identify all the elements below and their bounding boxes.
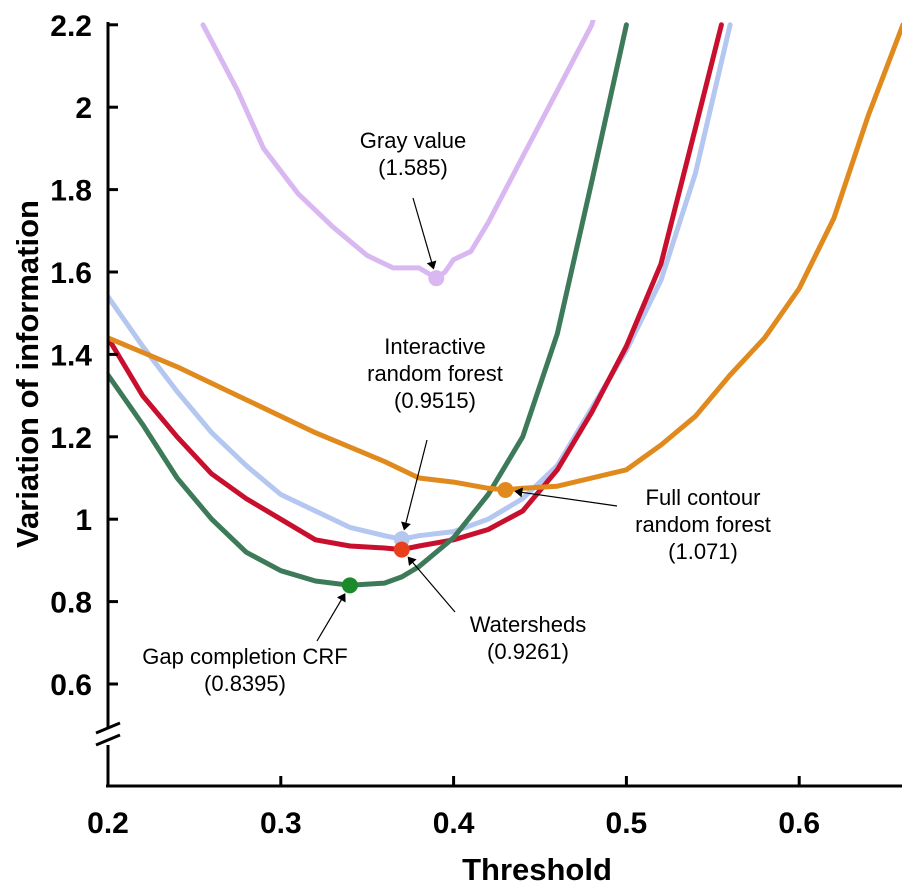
- annotation-text: (1.071): [668, 539, 738, 564]
- arrowhead-icon: [514, 487, 523, 498]
- minimum-marker-4: [341, 577, 358, 594]
- y-tick-label: 1: [75, 504, 92, 537]
- y-tick-label: 1.6: [50, 257, 92, 290]
- series-line-4: [109, 22, 629, 588]
- annotation-arrow-line: [316, 596, 344, 642]
- annotation-arrow-line: [410, 559, 456, 613]
- annotation-text: Full contour: [646, 485, 761, 510]
- annotation-text: Interactive: [384, 334, 486, 359]
- annotation-text: (0.9515): [394, 388, 476, 413]
- annotation-text: random forest: [635, 512, 771, 537]
- arrowhead-icon: [426, 260, 437, 270]
- ticks-layer: 0.2 0.3 0.4 0.5 0.6 0.6 0.8 1 1.2 1.4 1.6 1.8 2 2.2: [50, 10, 820, 840]
- arrowhead-icon: [336, 593, 346, 603]
- marker-layer: [341, 270, 514, 594]
- annotation-text: (0.9261): [487, 639, 569, 664]
- y-tick-label: 2.2: [50, 10, 92, 43]
- y-tick-label: 1.8: [50, 175, 92, 208]
- annotation-5: Gap completion CRF(0.8395): [142, 593, 348, 696]
- x-axis-title: Threshold: [462, 852, 612, 886]
- x-tick-label: 0.6: [778, 807, 820, 840]
- annotation-text: (0.8395): [204, 671, 286, 696]
- minimum-marker-5: [497, 481, 514, 498]
- arrowhead-icon: [401, 521, 411, 531]
- y-tick-label: 1.4: [50, 339, 92, 372]
- annotation-text: Gray value: [360, 128, 466, 153]
- annotation-arrow-line: [404, 439, 428, 526]
- minimum-marker-1: [428, 270, 445, 287]
- annotation-text: (1.585): [378, 155, 448, 180]
- x-tick-label: 0.4: [433, 807, 475, 840]
- annotation-text: Gap completion CRF: [142, 644, 347, 669]
- series-layer: [109, 20, 902, 588]
- annotation-4: Watersheds(0.9261): [407, 556, 587, 664]
- y-tick-label: 1.2: [50, 422, 92, 455]
- y-tick-label: 2: [75, 92, 92, 125]
- axes-layer: [95, 22, 902, 788]
- annotation-1: Gray value(1.585): [360, 128, 466, 270]
- series-line-5: [109, 22, 902, 493]
- annotation-arrow-line: [412, 197, 434, 266]
- y-tick-label: 0.8: [50, 587, 92, 620]
- arrowhead-icon: [407, 556, 417, 566]
- minimum-marker-3: [393, 541, 410, 558]
- series-line-3: [109, 22, 724, 553]
- axis-break-icon: [95, 721, 121, 747]
- x-tick-label: 0.2: [87, 807, 129, 840]
- y-axis-title: Variation of information: [10, 200, 45, 548]
- x-tick-label: 0.5: [606, 807, 648, 840]
- annotation-text: random forest: [367, 361, 503, 386]
- annotation-arrow-line: [519, 491, 618, 507]
- x-tick-label: 0.3: [260, 807, 302, 840]
- annotation-text: Watersheds: [470, 612, 587, 637]
- y-tick-label: 0.6: [50, 669, 92, 702]
